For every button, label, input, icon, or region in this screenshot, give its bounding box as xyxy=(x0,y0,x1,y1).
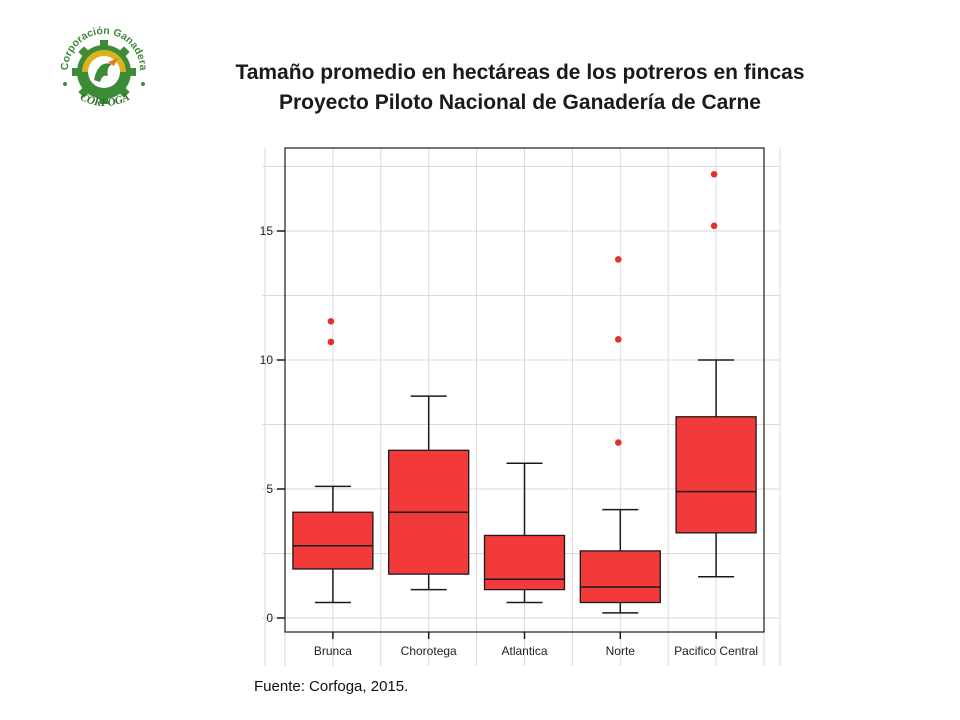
outlier-point xyxy=(615,439,622,446)
box-iqr xyxy=(483,534,566,591)
outlier-point xyxy=(615,336,622,343)
x-tick-label: Atlantica xyxy=(501,644,547,658)
box-chorotega xyxy=(388,395,470,591)
outlier-point xyxy=(710,170,718,178)
y-axis: 0 5 10 15 xyxy=(260,224,285,625)
x-tick-label: Brunca xyxy=(314,644,352,658)
boxes-layer xyxy=(292,170,757,614)
box-iqr xyxy=(292,511,374,570)
y-tick-label: 5 xyxy=(266,482,273,496)
source-note: Fuente: Corfoga, 2015. xyxy=(254,678,409,695)
x-tick-label: Chorotega xyxy=(401,644,457,658)
box-iqr xyxy=(579,550,661,604)
y-tick-label: 15 xyxy=(260,224,274,238)
y-tick-label: 10 xyxy=(260,353,274,367)
chart-title-line2: Proyecto Piloto Nacional de Ganadería de… xyxy=(279,91,761,114)
box-iqr xyxy=(675,416,757,534)
box-pacifico-central xyxy=(675,170,757,578)
x-axis: Brunca Chorotega Atlantica Norte Pacifico Ce… xyxy=(314,632,758,658)
y-tick-label: 0 xyxy=(266,611,273,625)
outlier-point xyxy=(615,256,622,263)
gear-icon xyxy=(72,40,136,104)
box-brunca xyxy=(292,318,374,604)
x-tick-label: Norte xyxy=(606,644,636,658)
corfoga-logo: Corporación Ganadera CORFOGA xyxy=(59,25,149,109)
outlier-point xyxy=(327,338,335,346)
box-atlantica xyxy=(483,462,566,604)
box-norte xyxy=(579,256,661,614)
chart-title-line1: Tamaño promedio en hectáreas de los potr… xyxy=(235,61,805,84)
outlier-point xyxy=(710,222,718,230)
x-tick-label: Pacifico Central xyxy=(674,644,758,658)
logo-text-bottom: CORFOGA xyxy=(78,91,131,109)
outlier-point xyxy=(327,318,335,325)
